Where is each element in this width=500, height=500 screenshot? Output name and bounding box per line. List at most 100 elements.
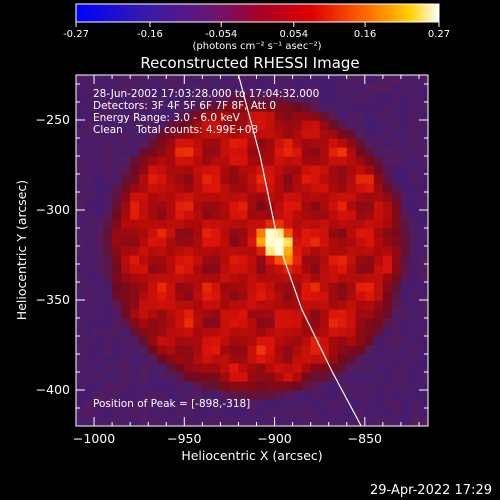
colorbar-tick-label: -0.27	[63, 29, 89, 40]
heatmap-cell	[391, 174, 402, 184]
heatmap-cell	[103, 291, 113, 301]
heatmap-cell	[103, 318, 113, 328]
heatmap-cell	[76, 273, 86, 283]
heatmap-cell	[175, 93, 185, 103]
heatmap-cell	[364, 174, 375, 184]
heatmap-cell	[265, 300, 276, 310]
heatmap-cell	[418, 192, 428, 202]
heatmap-cell	[355, 156, 366, 166]
heatmap-cell	[373, 201, 384, 211]
heatmap-cell	[337, 174, 348, 184]
footer-timestamp: 29-Apr-2022 17:29	[370, 483, 492, 498]
heatmap-cell	[85, 300, 95, 310]
heatmap-cell	[112, 291, 122, 301]
heatmap-cell	[382, 93, 393, 103]
heatmap-cell	[373, 336, 384, 346]
heatmap-cell	[409, 381, 420, 391]
heatmap-cell	[337, 381, 348, 391]
heatmap-cell	[283, 111, 294, 121]
heatmap-cell	[103, 354, 113, 364]
heatmap-cell	[112, 93, 122, 103]
heatmap-cell	[220, 237, 231, 247]
heatmap-cell	[274, 255, 285, 265]
heatmap-cell	[85, 156, 95, 166]
heatmap-cell	[130, 273, 140, 283]
heatmap-cell	[274, 183, 285, 193]
heatmap-cell	[211, 363, 222, 373]
heatmap-cell	[193, 264, 203, 274]
heatmap-cell	[130, 147, 140, 157]
heatmap-cell	[292, 336, 303, 346]
heatmap-cell	[391, 300, 402, 310]
heatmap-cell	[202, 111, 212, 121]
heatmap-cell	[364, 408, 375, 418]
heatmap-cell	[355, 273, 366, 283]
heatmap-cell	[220, 183, 231, 193]
heatmap-cell	[211, 129, 222, 139]
heatmap-cell	[346, 129, 357, 139]
heatmap-cell	[76, 102, 86, 112]
heatmap-cell	[139, 417, 149, 426]
heatmap-cell	[274, 381, 285, 391]
heatmap-cell	[202, 399, 212, 409]
heatmap-cell	[121, 282, 131, 292]
heatmap-cell	[139, 354, 149, 364]
heatmap-cell	[301, 336, 312, 346]
heatmap-cell	[382, 372, 393, 382]
heatmap-cell	[373, 345, 384, 355]
heatmap-cell	[409, 111, 420, 121]
heatmap-cell	[301, 282, 312, 292]
heatmap-cell	[175, 273, 185, 283]
heatmap-cell	[418, 327, 428, 337]
heatmap-cell	[391, 363, 402, 373]
heatmap-cell	[337, 291, 348, 301]
heatmap-cell	[364, 372, 375, 382]
heatmap-cell	[238, 273, 249, 283]
heatmap-cell	[85, 201, 95, 211]
heatmap-cell	[85, 336, 95, 346]
heatmap-cell	[112, 408, 122, 418]
heatmap-cell	[121, 264, 131, 274]
heatmap-cell	[301, 183, 312, 193]
heatmap-cell	[337, 318, 348, 328]
heatmap-cell	[103, 156, 113, 166]
heatmap-cell	[112, 264, 122, 274]
heatmap-cell	[85, 354, 95, 364]
heatmap-cell	[85, 147, 95, 157]
heatmap-cell	[184, 102, 194, 112]
heatmap-cell	[112, 228, 122, 238]
heatmap-cell	[193, 246, 203, 256]
heatmap-cell	[193, 165, 203, 175]
heatmap-cell	[355, 327, 366, 337]
heatmap-cell	[418, 219, 428, 229]
heatmap-cell	[238, 399, 249, 409]
heatmap-cell	[202, 273, 212, 283]
heatmap-cell	[256, 255, 267, 265]
heatmap-cell	[310, 138, 321, 148]
heatmap-cell	[265, 318, 276, 328]
heatmap-cell	[274, 192, 285, 202]
heatmap-cell	[283, 372, 294, 382]
heatmap-cell	[364, 327, 375, 337]
heatmap-cell	[346, 408, 357, 418]
heatmap-cell	[391, 372, 402, 382]
heatmap-cell	[229, 399, 240, 409]
colorbar-gradient	[75, 3, 440, 23]
heatmap-cell	[346, 255, 357, 265]
heatmap-cell	[337, 165, 348, 175]
heatmap-cell	[256, 129, 267, 139]
heatmap-cell	[229, 363, 240, 373]
heatmap-cell	[391, 354, 402, 364]
heatmap-cell	[76, 417, 86, 426]
heatmap-cell	[373, 255, 384, 265]
heatmap-cell	[166, 417, 176, 426]
heatmap-cell	[121, 84, 131, 94]
heatmap-cell	[346, 102, 357, 112]
heatmap-cell	[256, 183, 267, 193]
heatmap-cell	[94, 165, 104, 175]
heatmap-cell	[292, 354, 303, 364]
heatmap-cell	[310, 354, 321, 364]
heatmap-cell	[292, 408, 303, 418]
heatmap-cell	[139, 345, 149, 355]
heatmap-cell	[364, 345, 375, 355]
